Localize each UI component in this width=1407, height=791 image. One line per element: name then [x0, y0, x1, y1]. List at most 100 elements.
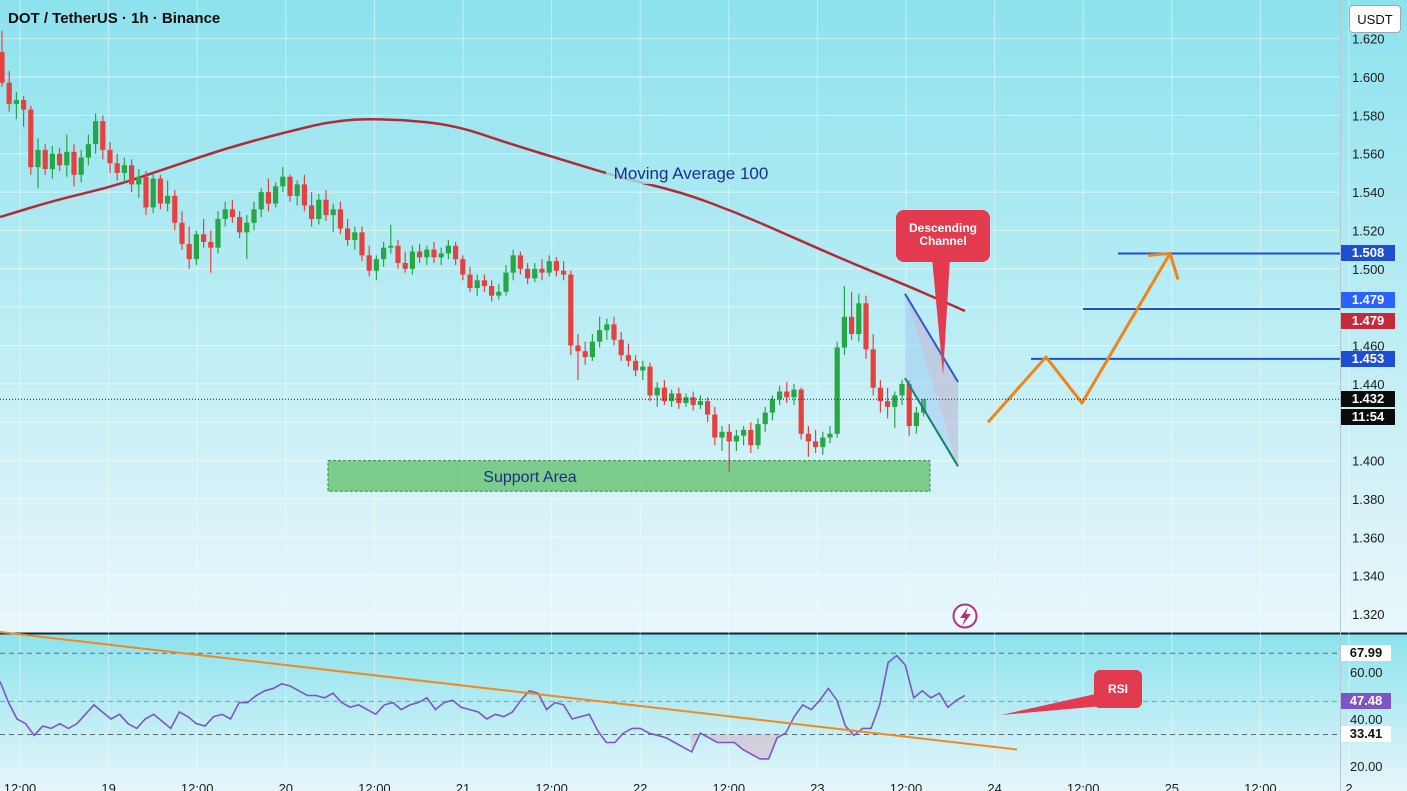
candlestick-series[interactable] [0, 30, 927, 473]
rsi-tick-label: 20.00 [1350, 759, 1383, 774]
time-tick-label: 19 [101, 781, 115, 791]
candle-up [669, 393, 675, 402]
candle-up [683, 397, 689, 404]
bar-countdown-label: 11:54 [1341, 409, 1395, 426]
candle-up [193, 234, 199, 260]
symbol-title[interactable]: DOT / TetherUS · 1h · Binance [8, 10, 221, 27]
time-tick-label: 12:00 [1244, 781, 1277, 791]
channel-upper-line [904, 293, 959, 383]
forecast-arrow-head [1147, 251, 1180, 280]
candle-up [78, 157, 84, 175]
candle-up [438, 253, 444, 258]
candle-down [633, 360, 639, 371]
price-tick-label: 1.500 [1352, 262, 1385, 277]
callout-line-2: Channel [919, 234, 966, 248]
candle-down [157, 178, 163, 204]
candle-down [301, 184, 307, 206]
candle-down [71, 151, 77, 175]
price-label-1479-blue: 1.479 [1341, 292, 1395, 309]
candle-down [568, 274, 574, 346]
candle-up [222, 209, 228, 219]
candle-up [445, 245, 451, 254]
candle-down [57, 153, 63, 166]
rsi-last-value-label: 47.48 [1341, 693, 1391, 710]
time-tick-label: 22 [633, 781, 647, 791]
candle-down [345, 228, 351, 241]
candle-up [424, 249, 430, 258]
rsi-axis-ticks: 20.00 40.00 60.00 [1350, 665, 1383, 774]
candle-up [496, 291, 502, 296]
candle-down [906, 383, 912, 427]
candle-down [107, 149, 113, 164]
candle-up [597, 330, 603, 342]
time-tick-label: 12:00 [713, 781, 746, 791]
candle-down [611, 324, 617, 340]
candle-down [553, 261, 559, 271]
callout-line-1: Descending [909, 221, 977, 235]
candle-up [777, 391, 783, 400]
price-tick-label: 1.400 [1352, 454, 1385, 469]
candle-down [625, 355, 631, 361]
candle-up [294, 184, 300, 196]
candle-down [690, 397, 696, 405]
candle-down [748, 429, 754, 446]
candle-up [640, 366, 646, 371]
moving-average-label: Moving Average 100 [614, 164, 769, 183]
candle-up [654, 387, 660, 396]
price-tick-label: 1.580 [1352, 108, 1385, 123]
candle-up [64, 151, 70, 166]
candle-up [273, 186, 279, 204]
rsi-line[interactable] [0, 654, 966, 760]
candle-down [582, 351, 588, 358]
candle-down [337, 209, 343, 229]
candle-down [661, 387, 667, 402]
candle-down [179, 222, 185, 244]
candle-down [186, 243, 192, 260]
candle-down [575, 345, 581, 352]
lightning-icon[interactable] [952, 603, 978, 629]
candle-up [892, 395, 898, 407]
candle-down [784, 391, 790, 398]
candle-up [913, 412, 919, 427]
rsi-callout[interactable]: RSI [1001, 670, 1142, 715]
currency-button[interactable]: USDT [1349, 5, 1401, 33]
price-tick-label: 1.380 [1352, 492, 1385, 507]
candle-down [100, 121, 106, 150]
candle-down [172, 195, 178, 223]
candle-up [280, 176, 286, 187]
candle-down [460, 259, 466, 275]
candle-up [381, 247, 387, 260]
forecast-arrow-path[interactable] [986, 252, 1172, 424]
candle-down [395, 245, 401, 264]
candle-up [820, 437, 826, 448]
candle-up [409, 251, 415, 269]
time-tick-label: 24 [987, 781, 1001, 791]
rsi-trend-line[interactable] [0, 631, 1018, 751]
candle-down [453, 245, 459, 260]
candle-up [769, 399, 775, 413]
candle-up [244, 222, 250, 233]
price-tick-label: 1.620 [1352, 32, 1385, 47]
time-tick-label: 23 [810, 781, 824, 791]
price-tick-label: 1.320 [1352, 607, 1385, 622]
candle-up [330, 209, 336, 216]
candle-up [546, 261, 552, 273]
candle-down [114, 163, 120, 173]
candle-down [42, 149, 48, 170]
candle-down [201, 234, 207, 242]
price-axis-ticks: 1.320 1.340 1.360 1.380 1.400 1.440 1.460 1.500… [1352, 32, 1385, 622]
candle-up [510, 255, 516, 273]
candle-up [388, 245, 394, 248]
candle-down [618, 339, 624, 356]
candle-up [251, 209, 257, 223]
price-tick-label: 1.440 [1352, 377, 1385, 392]
candle-up [258, 192, 264, 210]
rsi-tick-label: 60.00 [1350, 665, 1383, 680]
descending-channel[interactable] [904, 293, 959, 467]
support-area-zone[interactable] [327, 460, 931, 492]
candle-down [813, 441, 819, 448]
time-tick-label: 20 [279, 781, 293, 791]
rsi-tick-label: 40.00 [1350, 712, 1383, 727]
descending-channel-callout[interactable]: Descending Channel [896, 210, 990, 375]
